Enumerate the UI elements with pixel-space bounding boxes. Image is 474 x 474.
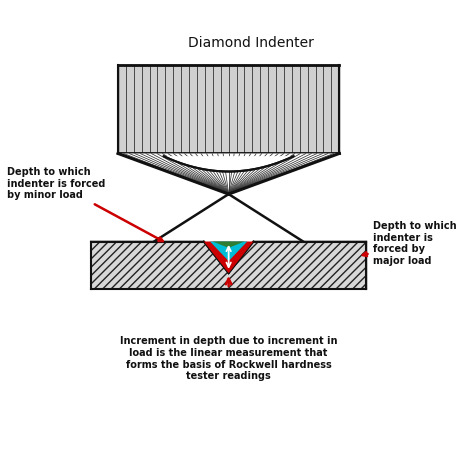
Polygon shape [164, 156, 294, 172]
Polygon shape [91, 242, 366, 289]
Text: Depth to which
indenter is forced
by minor load: Depth to which indenter is forced by min… [7, 167, 163, 241]
Text: Diamond Indenter: Diamond Indenter [188, 36, 314, 50]
Polygon shape [213, 242, 245, 248]
Text: Depth to which
indenter is
forced by
major load: Depth to which indenter is forced by maj… [363, 221, 457, 266]
Text: Increment in depth due to increment in
load is the linear measurement that
forms: Increment in depth due to increment in l… [120, 337, 337, 381]
Polygon shape [118, 154, 339, 194]
Polygon shape [204, 242, 254, 273]
Polygon shape [210, 242, 247, 261]
Polygon shape [118, 65, 339, 154]
